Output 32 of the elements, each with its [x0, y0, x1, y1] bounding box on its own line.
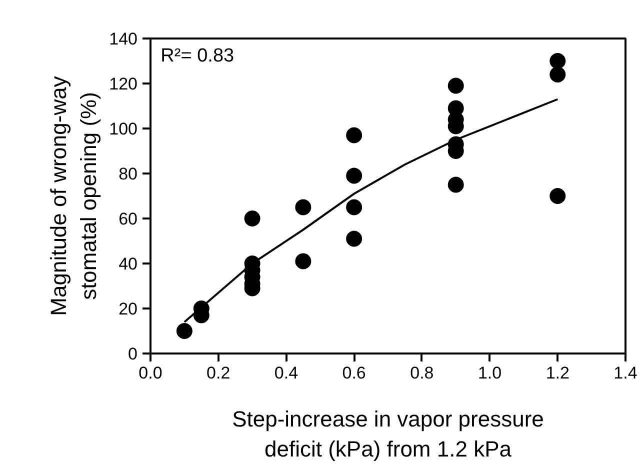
point	[295, 253, 312, 270]
y-tick-label: 0	[128, 344, 138, 364]
x-tick-label: 0.8	[410, 364, 434, 382]
y-tick-label: 80	[118, 164, 138, 184]
x-tick-label: 0.2	[206, 364, 230, 382]
point	[346, 127, 362, 144]
point	[176, 323, 192, 339]
point	[550, 188, 566, 204]
y-axis-title: Magnitude of wrong-way stomatal opening (%)	[46, 76, 102, 316]
x-axis-title: Step-increase in vapor pressure deficit (kPa) from 1.2 kPa	[232, 406, 544, 462]
x-tick-label: 0.6	[342, 364, 366, 382]
y-tick-label: 140	[109, 30, 138, 48]
point	[244, 210, 260, 226]
x-tick-label: 0.0	[138, 364, 162, 382]
point	[550, 53, 566, 69]
x-tick-label: 1.0	[478, 364, 502, 382]
point	[346, 168, 362, 184]
point	[448, 78, 464, 94]
y-tick-label: 60	[118, 210, 138, 228]
y-tick-label: 120	[109, 74, 138, 94]
point	[295, 199, 312, 216]
point	[550, 66, 566, 82]
x-tick-label: 1.4	[614, 364, 638, 382]
annotation: R²= 0.83	[160, 45, 234, 66]
point	[346, 199, 362, 216]
point	[346, 230, 362, 247]
y-tick-label: 100	[109, 120, 138, 138]
x-tick-label: 1.2	[546, 364, 570, 382]
y-tick-label: 20	[118, 300, 138, 318]
x-tick-label: 0.4	[274, 364, 298, 382]
point	[448, 176, 464, 193]
y-tick-label: 40	[118, 254, 138, 274]
